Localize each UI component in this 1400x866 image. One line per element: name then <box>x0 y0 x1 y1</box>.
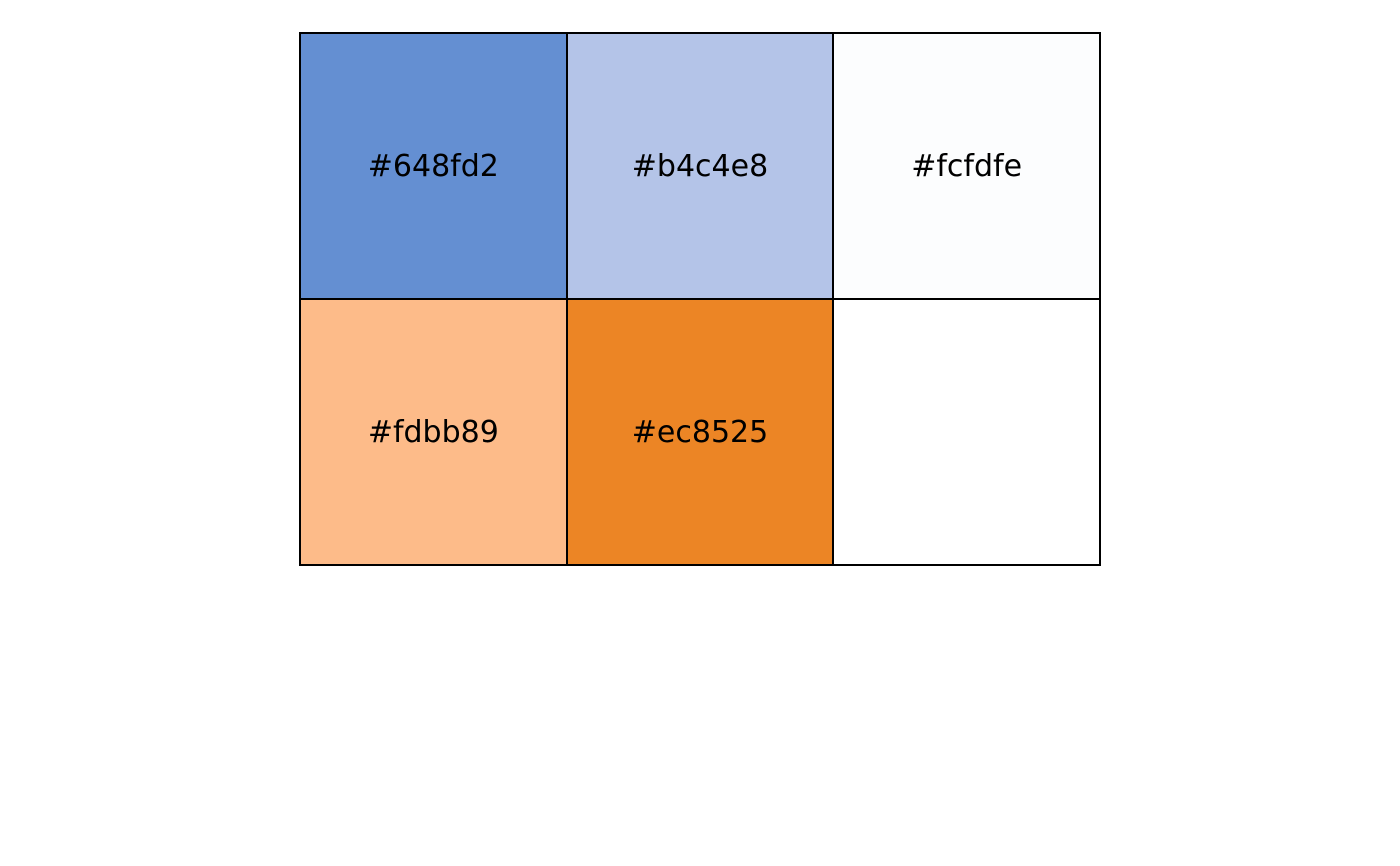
swatch-label: #fcfdfe <box>911 148 1023 184</box>
color-swatch: #fcfdfe <box>834 34 1101 300</box>
color-swatch: #b4c4e8 <box>567 34 835 300</box>
swatch-label: #ec8525 <box>631 414 769 450</box>
color-swatch: #fdbb89 <box>301 300 568 566</box>
swatch-label: #fdbb89 <box>367 414 499 450</box>
empty-swatch <box>834 300 1101 566</box>
swatch-label: #b4c4e8 <box>631 148 769 184</box>
color-swatch: #648fd2 <box>301 34 568 300</box>
swatch-label: #648fd2 <box>367 148 499 184</box>
color-swatch-grid: #648fd2 #b4c4e8 #fcfdfe #fdbb89 #ec8525 <box>299 32 1101 566</box>
color-swatch: #ec8525 <box>567 300 835 566</box>
